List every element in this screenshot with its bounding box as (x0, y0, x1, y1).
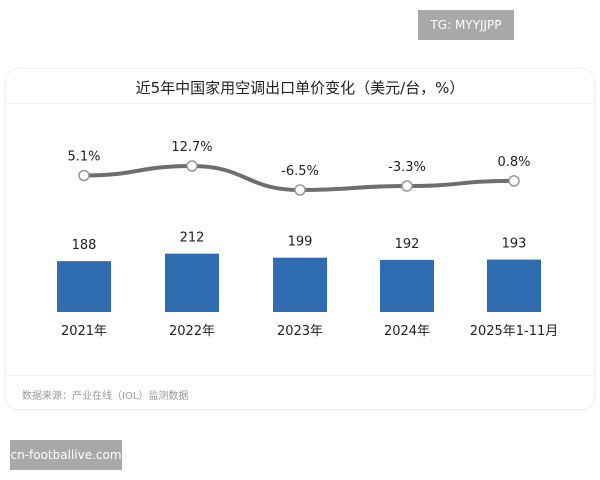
chart-card: 近5年中国家用空调出口单价变化（美元/台，%） 数据来源：产业在线（IOL）监测… (5, 68, 595, 410)
line-value-label: -6.5% (281, 164, 319, 179)
line-point (186, 160, 198, 172)
bar-value-label: 192 (395, 237, 420, 252)
bar-value-label: 188 (72, 238, 97, 253)
chart-title: 近5年中国家用空调出口单价变化（美元/台，%） (135, 79, 465, 97)
bar (487, 259, 541, 312)
line-point (78, 169, 90, 182)
bar (273, 257, 327, 312)
bar-value-label: 193 (502, 237, 527, 252)
line-value-label: 0.8% (497, 155, 530, 170)
x-tick-label: 2023年 (277, 324, 323, 339)
line-point (294, 184, 306, 196)
bar-value-label: 199 (288, 235, 313, 250)
data-source: 数据来源：产业在线（IOL）监测数据 (22, 391, 189, 402)
watermark-tg: TG: MYYJJPP (418, 10, 514, 40)
watermark-site: cn-footballive.com (10, 440, 122, 470)
bar (165, 253, 219, 312)
divider (6, 103, 594, 104)
line-value-label: 5.1% (67, 150, 100, 165)
line-point (508, 175, 520, 187)
line-value-label: -3.3% (388, 160, 426, 175)
x-tick-label: 2022年 (169, 324, 215, 339)
bar-value-label: 212 (180, 231, 205, 246)
x-tick-label: 2021年 (61, 324, 107, 339)
x-tick-label: 2025年1-11月 (470, 324, 559, 339)
x-tick-label: 2024年 (384, 324, 430, 339)
divider (6, 375, 594, 376)
bar (57, 261, 111, 312)
line-value-label: 12.7% (171, 140, 212, 155)
line-point (401, 180, 413, 192)
bar (380, 259, 434, 312)
